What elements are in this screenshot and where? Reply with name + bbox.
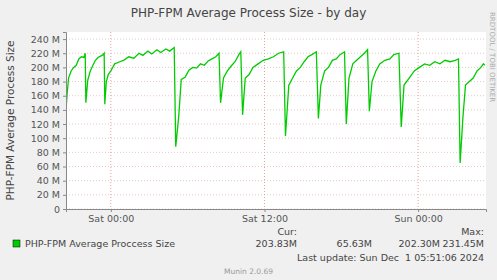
y-grid-line [66,81,486,82]
y-tick-label: 100 M [31,133,60,144]
y-tick-mark [63,67,66,68]
y-tick: 40 M [37,175,66,186]
y-tick-label: 240 M [31,34,60,45]
y-tick: 220 M [31,48,66,59]
y-grid-line [66,53,486,54]
y-grid-line [66,180,486,181]
y-grid-line [66,152,486,153]
x-tick-mark [264,209,265,212]
y-tick-mark [63,138,66,139]
plot-area [66,32,486,209]
legend-stat-value: 203.83M [256,238,297,249]
y-tick: 140 M [31,104,66,115]
y-tick-label: 60 M [37,161,60,172]
x-tick-mark [418,209,419,212]
y-grid-line [66,138,486,139]
y-grid-line [66,109,486,110]
y-tick-label: 40 M [37,175,60,186]
legend-stat-value: 65.63M [337,238,372,249]
title: PHP-FPM Average Process Size - by day [131,6,367,20]
legend-stat-header: Cur: [277,226,297,237]
y-tick-mark [63,53,66,54]
y-grid-line [66,95,486,96]
x-tick: Sat 12:00 [242,209,288,224]
y-tick: 180 M [31,76,66,87]
y-tick-mark [63,167,66,168]
y-tick: 200 M [31,62,66,73]
y-tick-label: 0 [54,204,60,215]
x-grid-line [110,32,111,209]
y-tick: 160 M [31,90,66,101]
y-tick-mark [63,124,66,125]
y-tick-mark [63,110,66,111]
series-group [66,48,485,163]
legend-label: PHP-FPM Average Proccess Size [25,238,175,249]
y-grid-line [66,194,486,195]
y-axis-line [63,33,67,210]
y-tick-label: 200 M [31,62,60,73]
y-tick: 80 M [37,147,66,158]
x-tick-label: Sun 00:00 [394,213,442,224]
y-tick-mark [63,152,66,153]
legend: PHP-FPM Average Proccess Size Cur: Max: 203… [13,226,484,249]
chart: 0 20 M 40 M 60 M 80 M 100 M 120 M 140 M 160 M 180… [0,0,497,280]
y-tick-label: 80 M [37,147,60,158]
x-axis: Sat 00:00 Sat 12:00 Sun 00:00 [67,209,487,224]
y-tick-label: 180 M [31,76,60,87]
y-tick: 100 M [31,133,66,144]
grid [66,32,486,209]
y-grid-line [66,166,486,167]
y-axis-title: PHP-FPM Average Process Size [4,40,16,200]
y-tick-label: 160 M [31,90,60,101]
last-update: Last update: Sun Dec 1 05:51:06 2024 [297,252,484,263]
y-grid-line [66,39,486,40]
footer: Munin 2.0.69 [224,267,273,276]
y-tick-label: 20 M [37,189,60,200]
y-tick: 60 M [37,161,66,172]
y-tick: 20 M [37,189,66,200]
x-tick: Sat 00:00 [88,209,134,224]
y-tick: 120 M [31,119,66,130]
x-tick-mark [111,209,112,212]
y-tick-label: 220 M [31,48,60,59]
y-tick-label: 140 M [31,104,60,115]
y-tick-mark [63,39,66,40]
y-tick-label: 120 M [31,119,60,130]
y-tick-mark [63,96,66,97]
x-grid-line [264,32,265,209]
y-grid-line [66,67,486,68]
y-tick: 0 [54,204,66,215]
y-axis: 0 20 M 40 M 60 M 80 M 100 M 120 M 140 M 160 M 180… [31,33,67,215]
y-tick-mark [63,181,66,182]
legend-stat-value: 231.45M [443,238,484,249]
legend-stat-value: 202.30M [399,238,440,249]
legend-swatch [13,240,20,247]
credit: RRDTOOL / TOBI OETIKER [488,12,496,102]
y-tick-mark [63,195,66,196]
y-grid-line [66,124,486,125]
x-tick-label: Sat 12:00 [242,213,288,224]
x-tick-label: Sat 00:00 [88,213,134,224]
x-tick: Sun 00:00 [394,209,442,224]
x-grid-line [418,32,419,209]
legend-stat-header: Max: [461,226,484,237]
x-axis-line [67,210,487,213]
y-tick-mark [63,209,66,210]
series-line [66,48,485,163]
y-tick: 240 M [31,34,66,45]
y-tick-mark [63,82,66,83]
background [0,0,497,280]
